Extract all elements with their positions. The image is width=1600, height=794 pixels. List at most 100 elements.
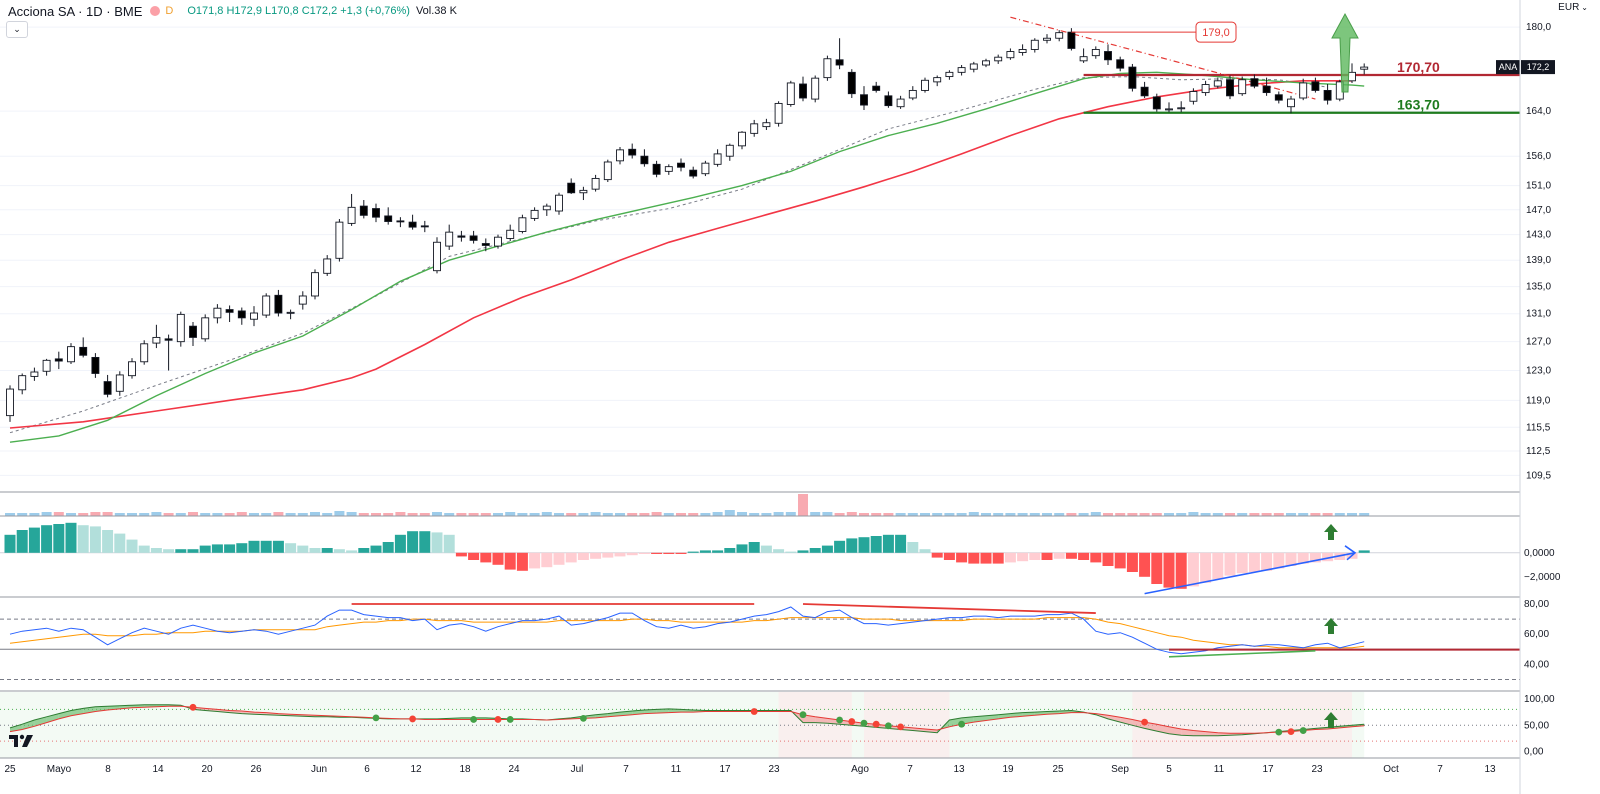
candle[interactable] (445, 224, 454, 250)
candle[interactable] (128, 358, 136, 379)
candle[interactable] (1226, 75, 1234, 100)
candle[interactable] (262, 293, 271, 318)
candle[interactable] (213, 304, 222, 324)
candle[interactable] (67, 343, 75, 364)
candle[interactable] (982, 58, 990, 68)
candle[interactable] (969, 61, 978, 73)
candle[interactable] (311, 269, 319, 300)
candle[interactable] (274, 289, 283, 317)
candle[interactable] (1201, 80, 1210, 96)
candle[interactable] (201, 314, 210, 342)
candle[interactable] (140, 340, 149, 365)
candle[interactable] (335, 219, 344, 262)
candle[interactable] (115, 371, 124, 396)
candle[interactable] (530, 207, 539, 221)
candle[interactable] (1067, 28, 1076, 51)
rsi-pane[interactable]: 80,00 60,00 40,00 (0, 599, 1549, 680)
candle[interactable] (18, 373, 27, 395)
candle[interactable] (811, 75, 820, 103)
candle[interactable] (860, 86, 868, 110)
candle[interactable] (786, 80, 795, 107)
candle[interactable] (555, 192, 563, 215)
candle[interactable] (91, 353, 100, 378)
candle[interactable] (481, 238, 490, 252)
candle[interactable] (1006, 48, 1015, 60)
candle[interactable] (1323, 84, 1332, 105)
candle[interactable] (189, 322, 197, 346)
macd-pane[interactable]: 0,0000 −2,0000 (0, 522, 1561, 595)
candle[interactable] (506, 224, 515, 241)
candle[interactable] (372, 203, 380, 223)
candle[interactable] (884, 91, 893, 108)
candle[interactable] (225, 305, 234, 323)
candle[interactable] (774, 101, 783, 127)
candle[interactable] (835, 38, 844, 70)
candle[interactable] (994, 54, 1003, 64)
currency-selector[interactable]: EUR ⌄ (1558, 2, 1588, 13)
candle[interactable] (420, 220, 429, 233)
price-pane[interactable]: 180,0 164,0 156,0 151,0 147,0 143,0 139,0 135,0… (0, 12, 1555, 481)
candle[interactable] (42, 358, 51, 376)
candle[interactable] (1030, 38, 1039, 53)
candle[interactable] (1104, 44, 1112, 66)
candle[interactable] (542, 203, 551, 216)
candle[interactable] (1299, 78, 1308, 101)
candle[interactable] (567, 178, 576, 194)
candle[interactable] (1043, 34, 1051, 44)
candle[interactable] (652, 160, 661, 178)
candle[interactable] (164, 334, 173, 371)
candle[interactable] (847, 69, 856, 98)
candle[interactable] (323, 255, 332, 276)
candle[interactable] (1311, 77, 1320, 93)
candle[interactable] (1079, 48, 1088, 63)
candle[interactable] (1152, 93, 1161, 112)
candle[interactable] (1274, 91, 1283, 104)
candle[interactable] (79, 337, 88, 358)
candle[interactable] (408, 214, 417, 230)
candle[interactable] (713, 149, 722, 167)
candle[interactable] (359, 200, 368, 219)
candle[interactable] (494, 234, 502, 249)
candle[interactable] (237, 307, 246, 325)
candle[interactable] (762, 118, 771, 130)
candle[interactable] (945, 70, 954, 80)
candle[interactable] (469, 230, 478, 244)
candle[interactable] (250, 306, 258, 327)
candle[interactable] (896, 95, 905, 109)
candle[interactable] (54, 351, 63, 370)
candle[interactable] (1055, 30, 1064, 42)
resolution-label[interactable]: D (165, 5, 174, 17)
candle[interactable] (872, 81, 881, 93)
chevron-down-icon[interactable]: ⌄ (6, 21, 28, 38)
candle[interactable] (701, 160, 710, 177)
candle[interactable] (1128, 63, 1137, 92)
candle[interactable] (908, 86, 917, 101)
candle[interactable] (152, 324, 161, 349)
candle[interactable] (823, 55, 832, 81)
candle[interactable] (628, 143, 637, 159)
candle[interactable] (103, 374, 112, 398)
candle[interactable] (1238, 76, 1247, 96)
candle[interactable] (1018, 44, 1027, 56)
oscillator-pane[interactable]: 100,00 50,00 0,00 (0, 692, 1555, 758)
candle[interactable] (664, 164, 673, 175)
candle[interactable] (640, 149, 649, 167)
candle[interactable] (1165, 102, 1173, 113)
candle[interactable] (799, 76, 807, 102)
candle[interactable] (1250, 74, 1259, 89)
candle[interactable] (921, 77, 929, 93)
candle[interactable] (689, 166, 698, 179)
candle[interactable] (1262, 77, 1271, 96)
candle[interactable] (957, 65, 966, 76)
candle[interactable] (725, 143, 734, 161)
candle[interactable] (1091, 46, 1100, 59)
candle[interactable] (1213, 77, 1222, 89)
candle[interactable] (396, 217, 405, 228)
candle[interactable] (750, 119, 759, 137)
candle[interactable] (1189, 88, 1198, 105)
candle[interactable] (298, 291, 307, 310)
candle[interactable] (1348, 63, 1356, 83)
candle[interactable] (579, 186, 588, 201)
candle[interactable] (176, 311, 185, 347)
time-axis[interactable]: 25 Mayo 8 14 20 26 Jun 6 12 18 24 Jul 7 11 17 23 Ago 7 13 1… (4, 764, 1496, 775)
